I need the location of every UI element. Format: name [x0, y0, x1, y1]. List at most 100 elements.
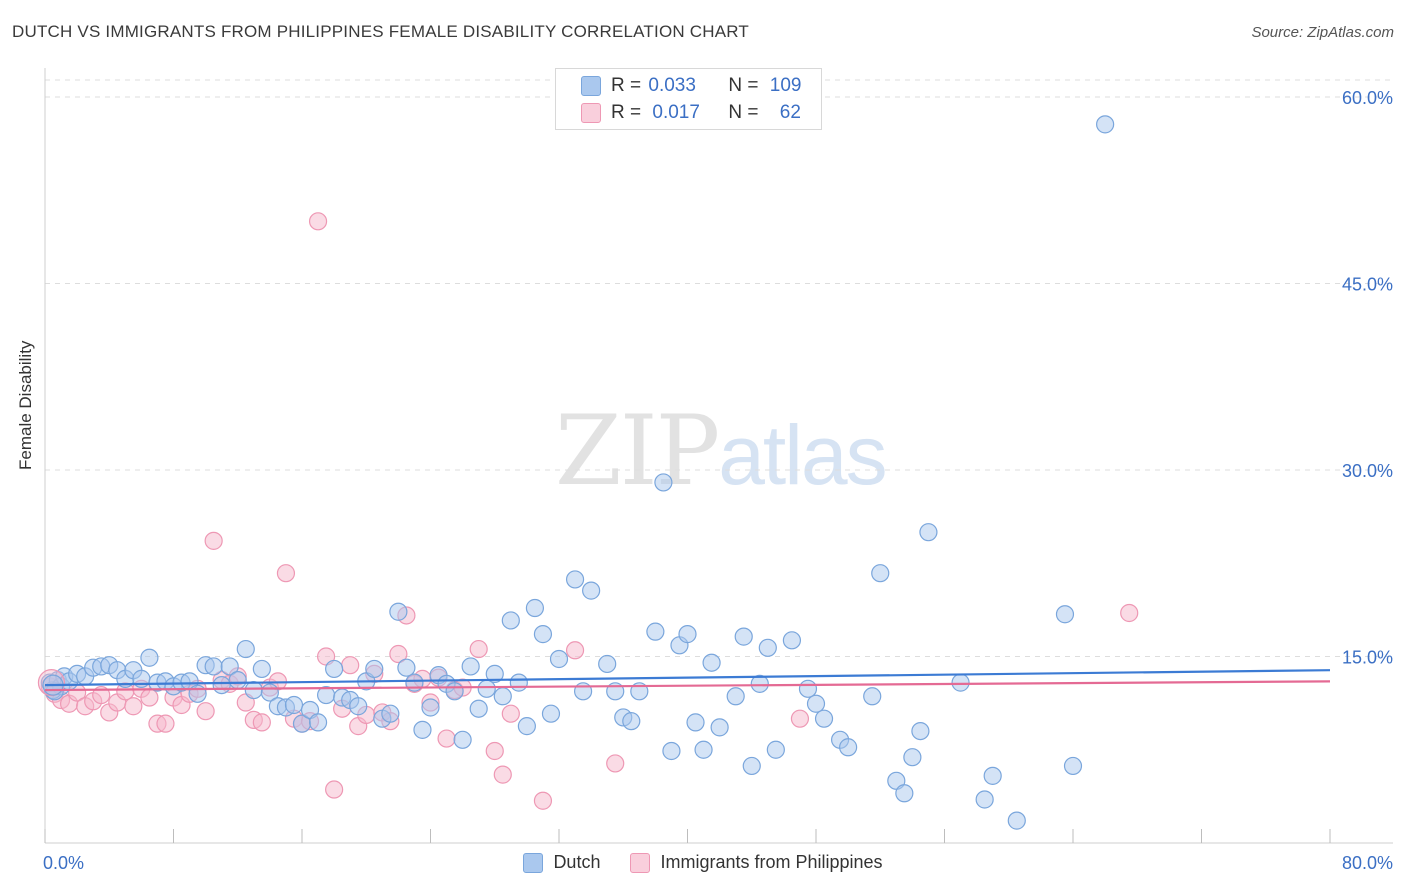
- legend-row-philippines: R = 0.017 N = 62: [581, 102, 801, 124]
- dutch-point: [478, 680, 495, 697]
- dutch-point: [711, 719, 728, 736]
- dutch-point: [542, 705, 559, 722]
- philippines-swatch: [581, 103, 601, 123]
- philippines-point: [470, 641, 487, 658]
- legend-row-dutch: R = 0.033 N = 109: [581, 75, 801, 97]
- dutch-n-value: 109: [770, 75, 802, 97]
- dutch-point: [189, 685, 206, 702]
- scatter-chart: 15.0%30.0%45.0%60.0%0.0% 80.0%: [0, 0, 1406, 892]
- dutch-point: [1056, 606, 1073, 623]
- series-legend: Dutch Immigrants from Philippines: [0, 852, 1406, 873]
- y-tick-label: 60.0%: [1342, 88, 1393, 108]
- dutch-point: [984, 767, 1001, 784]
- dutch-point: [446, 683, 463, 700]
- legend-philippines-swatch: [630, 853, 650, 873]
- philippines-point: [567, 642, 584, 659]
- dutch-point: [599, 655, 616, 672]
- dutch-point: [783, 632, 800, 649]
- philippines-point: [205, 532, 222, 549]
- dutch-point: [896, 785, 913, 802]
- y-tick-label: 30.0%: [1342, 461, 1393, 481]
- philippines-point: [502, 705, 519, 722]
- dutch-point: [526, 600, 543, 617]
- dutch-point: [141, 649, 158, 666]
- dutch-point: [864, 688, 881, 705]
- dutch-point: [687, 714, 704, 731]
- philippines-n-value: 62: [780, 102, 801, 124]
- dutch-point: [398, 659, 415, 676]
- legend-dutch-label: Dutch: [553, 852, 600, 873]
- dutch-point: [213, 677, 230, 694]
- philippines-r-value: 0.017: [652, 102, 726, 124]
- dutch-point: [534, 626, 551, 643]
- dutch-point: [350, 698, 367, 715]
- dutch-point: [647, 623, 664, 640]
- dutch-point: [229, 672, 246, 689]
- philippines-point: [607, 755, 624, 772]
- dutch-point: [904, 749, 921, 766]
- philippines-point: [494, 766, 511, 783]
- philippines-point: [486, 742, 503, 759]
- dutch-point: [727, 688, 744, 705]
- dutch-point: [976, 791, 993, 808]
- y-tick-label: 15.0%: [1342, 648, 1393, 668]
- dutch-point: [470, 700, 487, 717]
- dutch-point: [816, 710, 833, 727]
- dutch-point: [1065, 757, 1082, 774]
- philippines-point: [310, 213, 327, 230]
- dutch-point: [703, 654, 720, 671]
- dutch-point: [799, 680, 816, 697]
- legend-item-dutch: Dutch: [523, 852, 600, 873]
- dutch-point: [808, 695, 825, 712]
- dutch-point: [253, 660, 270, 677]
- dutch-n-label: N =: [728, 75, 763, 97]
- dutch-point: [663, 742, 680, 759]
- dutch-point: [920, 524, 937, 541]
- philippines-point: [157, 715, 174, 732]
- philippines-r-label: R =: [611, 102, 646, 124]
- philippines-point: [1121, 604, 1138, 621]
- legend-dutch-swatch: [523, 853, 543, 873]
- dutch-point: [759, 639, 776, 656]
- dutch-point: [285, 696, 302, 713]
- dutch-point: [912, 723, 929, 740]
- dutch-r-value: 0.033: [648, 75, 722, 97]
- dutch-point: [205, 658, 222, 675]
- dutch-point: [952, 674, 969, 691]
- dutch-point: [767, 741, 784, 758]
- dutch-point: [623, 713, 640, 730]
- dutch-swatch: [581, 76, 601, 96]
- dutch-point: [510, 674, 527, 691]
- dutch-point: [872, 565, 889, 582]
- dutch-point: [735, 628, 752, 645]
- dutch-point: [310, 714, 327, 731]
- philippines-point: [141, 689, 158, 706]
- dutch-point: [840, 739, 857, 756]
- legend-philippines-label: Immigrants from Philippines: [660, 852, 882, 873]
- philippines-point: [277, 565, 294, 582]
- dutch-point: [422, 699, 439, 716]
- philippines-n-label: N =: [728, 102, 763, 124]
- dutch-point: [454, 731, 471, 748]
- dutch-point: [494, 688, 511, 705]
- philippines-point: [253, 714, 270, 731]
- dutch-r-label: R =: [611, 75, 646, 97]
- dutch-point: [1008, 812, 1025, 829]
- dutch-point: [366, 660, 383, 677]
- philippines-point: [438, 730, 455, 747]
- philippines-point: [326, 781, 343, 798]
- legend-item-philippines: Immigrants from Philippines: [630, 852, 882, 873]
- dutch-point: [583, 582, 600, 599]
- correlation-legend: R = 0.033 N = 109 R = 0.017 N = 62: [555, 68, 822, 130]
- dutch-point: [655, 474, 672, 491]
- dutch-point: [245, 682, 262, 699]
- dutch-point: [551, 650, 568, 667]
- philippines-point: [342, 657, 359, 674]
- dutch-point: [743, 757, 760, 774]
- philippines-point: [197, 703, 214, 720]
- dutch-point: [237, 641, 254, 658]
- dutch-point: [326, 660, 343, 677]
- philippines-point: [534, 792, 551, 809]
- dutch-point: [1097, 116, 1114, 133]
- philippines-point: [125, 698, 142, 715]
